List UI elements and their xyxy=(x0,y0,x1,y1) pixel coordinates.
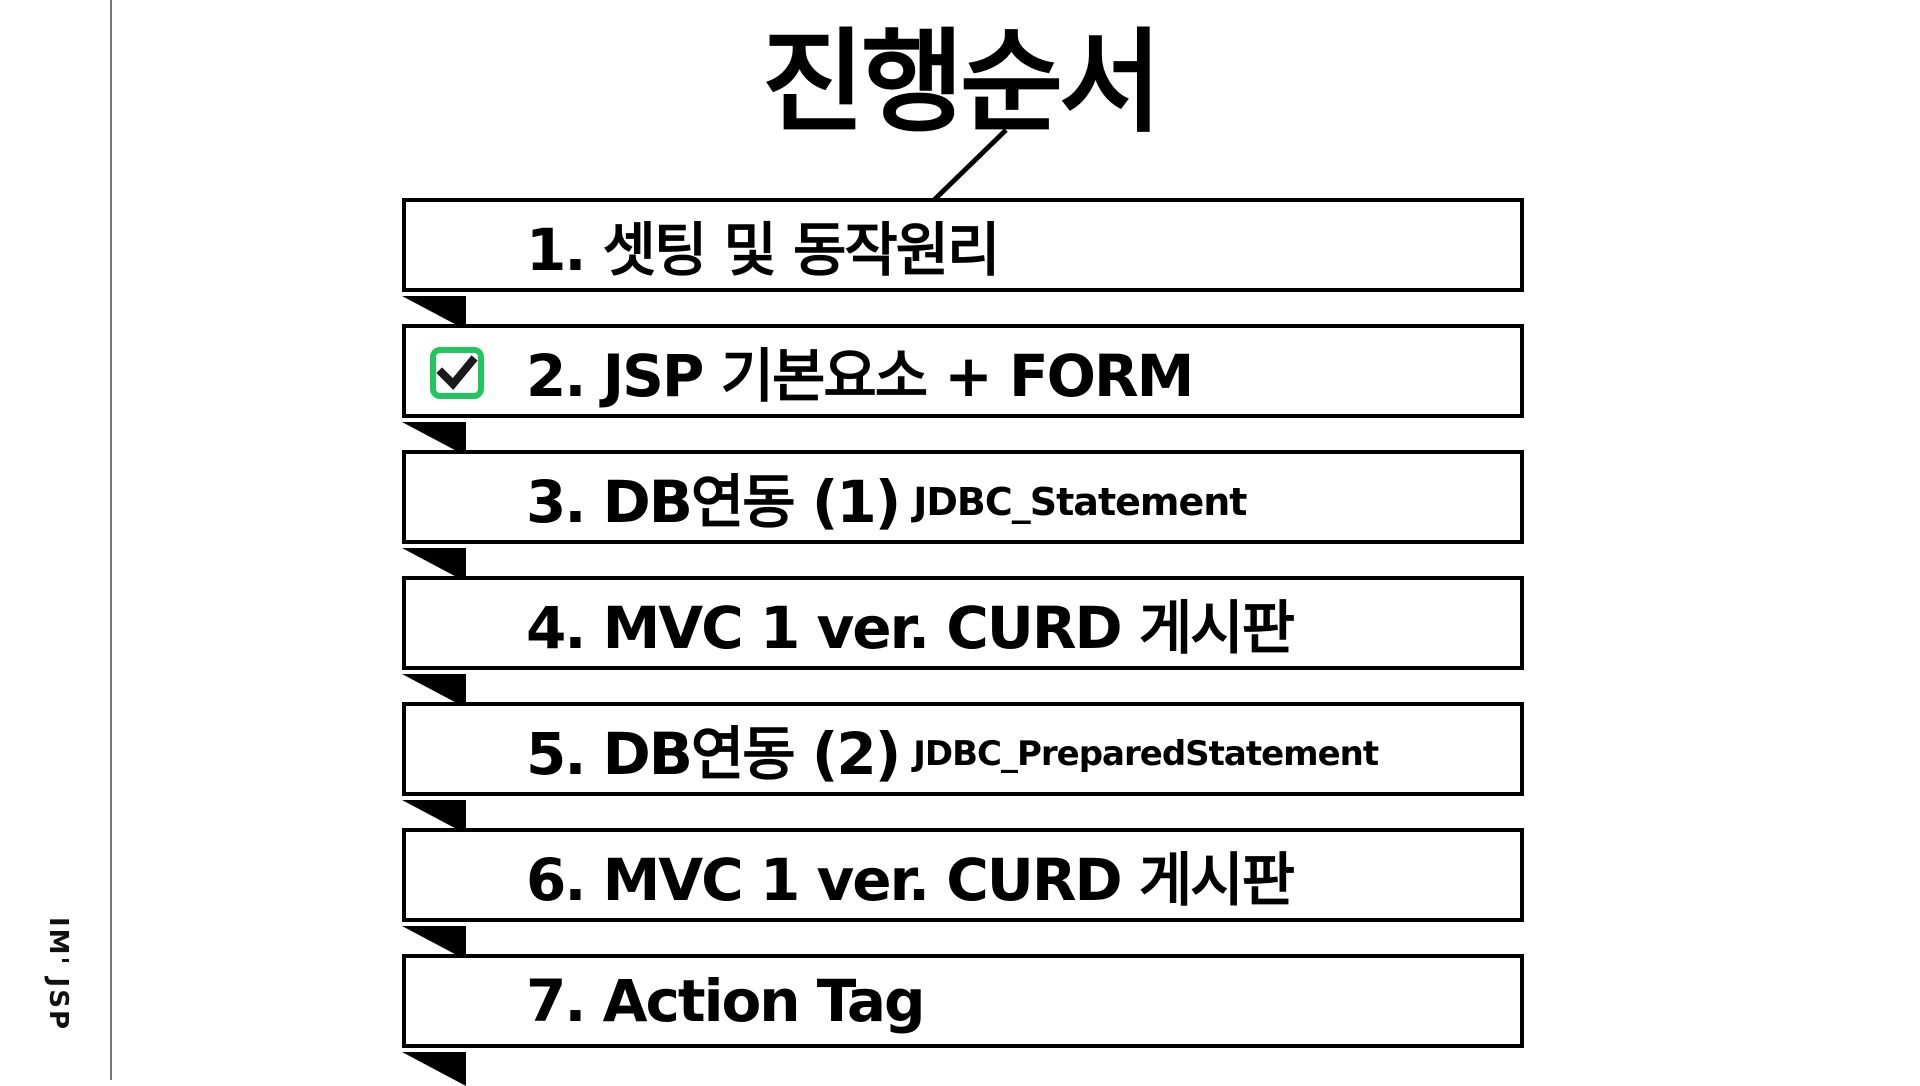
sidebar-label-text: IM' JSP xyxy=(43,916,74,1032)
page-title: 진행순서 xyxy=(761,18,1162,148)
sidebar-label: IM' JSP xyxy=(38,914,78,1034)
agenda-item-sublabel: JDBC_PreparedStatement xyxy=(913,734,1379,774)
agenda-item-text: 4. MVC 1 ver. CURD 게시판 xyxy=(526,580,1295,666)
agenda-item-label: 7. Action Tag xyxy=(526,967,926,1035)
sidebar-divider xyxy=(110,0,112,1080)
agenda-item-label: 6. MVC 1 ver. CURD 게시판 xyxy=(526,846,1295,914)
ribbon-fold xyxy=(402,548,466,582)
agenda-item-sublabel: JDBC_Statement xyxy=(913,480,1247,524)
agenda-item-label: 1. 셋팅 및 동작원리 xyxy=(526,216,1000,284)
agenda-item-label: 3. DB연동 (1) xyxy=(526,468,901,536)
ribbon-fold xyxy=(402,800,466,834)
checkbox-checked-icon xyxy=(430,347,484,399)
agenda-item-text: 7. Action Tag xyxy=(526,958,926,1044)
ribbon-fold xyxy=(402,1052,466,1086)
agenda-item-label: 2. JSP 기본요소 + FORM xyxy=(526,342,1194,410)
ribbon-fold xyxy=(402,296,466,330)
agenda-item-2: 2. JSP 기본요소 + FORM xyxy=(402,324,1524,456)
agenda-item-label: 5. DB연동 (2) xyxy=(526,720,901,788)
agenda-item-1: 1. 셋팅 및 동작원리 xyxy=(402,198,1524,330)
agenda-item-5: 5. DB연동 (2) JDBC_PreparedStatement xyxy=(402,702,1524,834)
agenda-item-text: 2. JSP 기본요소 + FORM xyxy=(526,328,1194,414)
agenda-item-4: 4. MVC 1 ver. CURD 게시판 xyxy=(402,576,1524,708)
agenda-item-6: 6. MVC 1 ver. CURD 게시판 xyxy=(402,828,1524,960)
agenda-item-text: 6. MVC 1 ver. CURD 게시판 xyxy=(526,832,1295,918)
ribbon-fold xyxy=(402,422,466,456)
agenda-item-text: 1. 셋팅 및 동작원리 xyxy=(526,202,1000,288)
agenda-item-7: 7. Action Tag xyxy=(402,954,1524,1086)
ribbon-fold xyxy=(402,926,466,960)
agenda-item-text: 3. DB연동 (1) JDBC_Statement xyxy=(526,454,1247,540)
agenda-item-text: 5. DB연동 (2) JDBC_PreparedStatement xyxy=(526,706,1379,792)
agenda-item-3: 3. DB연동 (1) JDBC_Statement xyxy=(402,450,1524,582)
ribbon-fold xyxy=(402,674,466,708)
agenda-item-label: 4. MVC 1 ver. CURD 게시판 xyxy=(526,594,1295,662)
